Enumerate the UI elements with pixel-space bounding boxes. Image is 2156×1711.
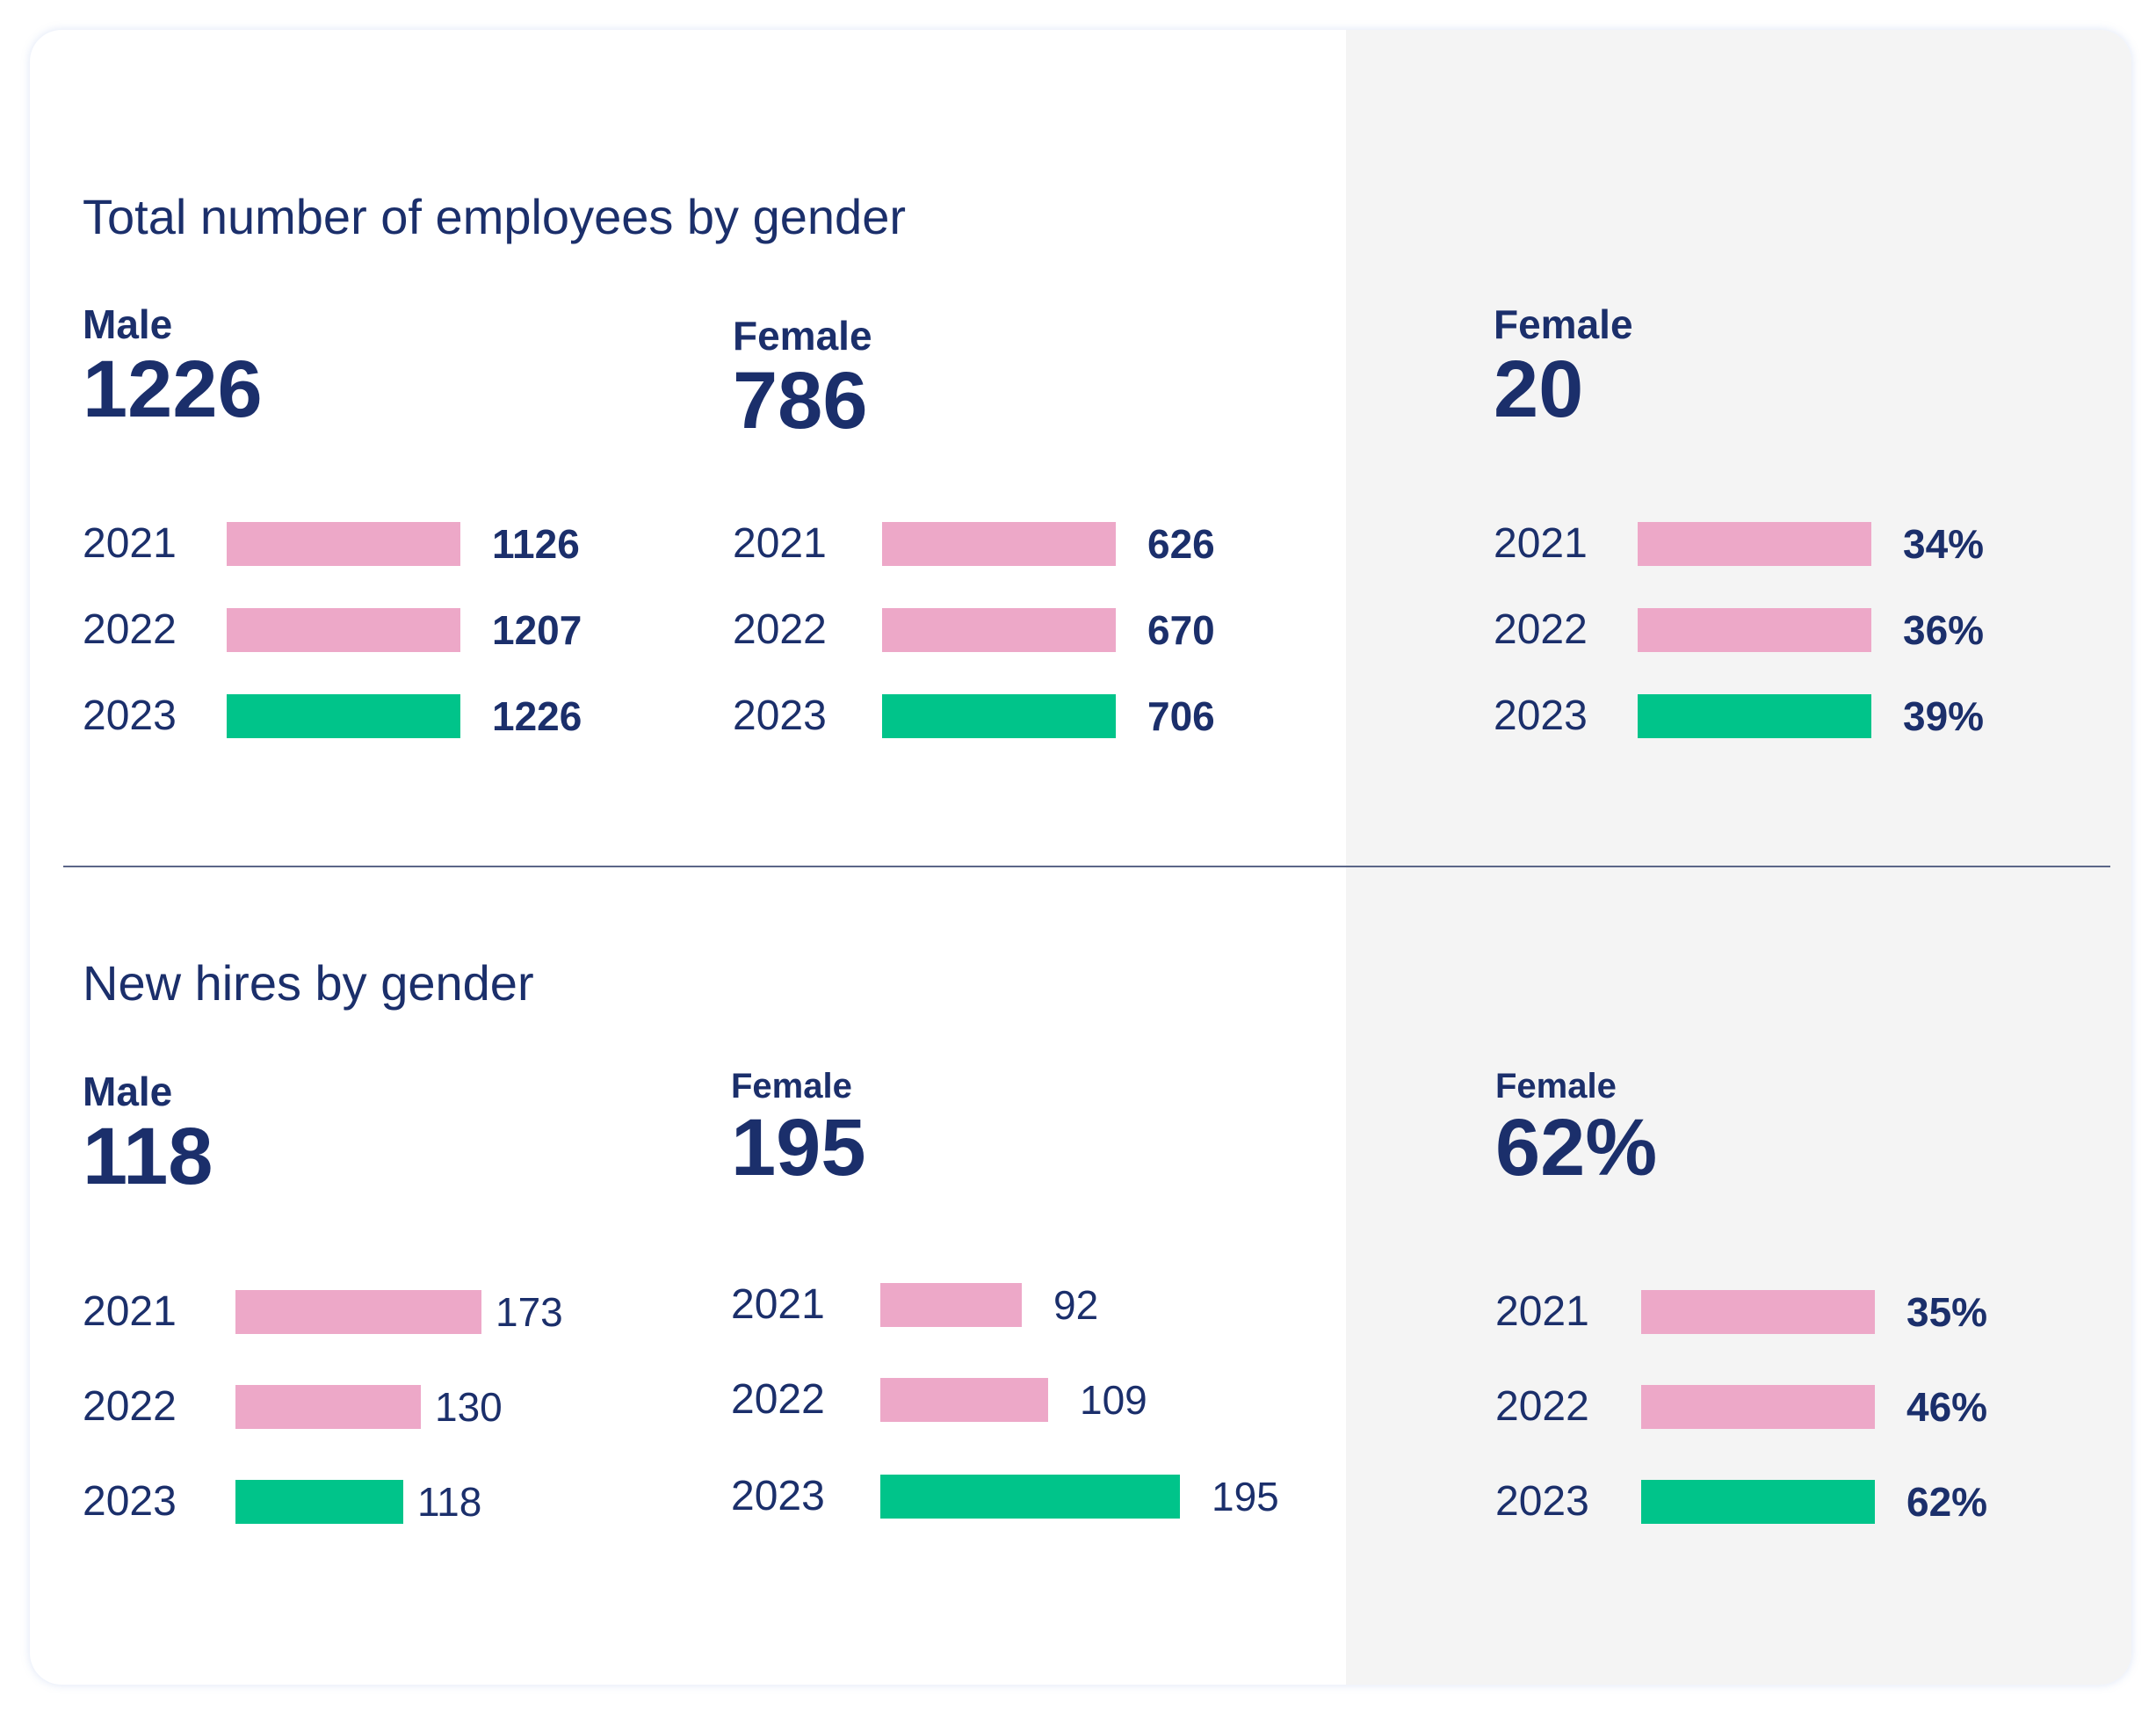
bar — [235, 1385, 421, 1429]
group-label: Male — [83, 301, 173, 347]
bar — [1641, 1480, 1875, 1524]
bar — [1638, 694, 1871, 738]
value-label: 670 — [1147, 607, 1215, 653]
value-label: 92 — [1053, 1282, 1099, 1328]
year-label: 2021 — [83, 520, 177, 567]
year-label: 2023 — [83, 692, 177, 739]
bar — [1641, 1290, 1875, 1334]
group-label: Female — [1495, 1067, 1617, 1106]
bar-row: 2023 39% — [1494, 694, 2056, 738]
group-label: Female — [1494, 301, 1633, 347]
bar — [227, 522, 460, 566]
bar-row: 2023 1226 — [83, 694, 645, 738]
value-label: 706 — [1147, 693, 1215, 739]
value-label: 62% — [1906, 1479, 1988, 1525]
group-label: Female — [733, 313, 872, 359]
year-label: 2022 — [731, 1376, 825, 1423]
group-total: 118 — [83, 1111, 213, 1201]
group-label: Female — [731, 1067, 852, 1106]
bar-row: 2022 670 — [733, 608, 1295, 652]
year-label: 2023 — [733, 692, 827, 739]
year-label: 2021 — [1494, 520, 1588, 567]
value-label: 34% — [1903, 521, 1985, 567]
group-female-hires: Female 195 — [731, 1067, 866, 1191]
bar-row: 2023 118 — [83, 1480, 645, 1524]
value-label: 130 — [435, 1384, 503, 1430]
bar — [882, 694, 1116, 738]
bar-row: 2023 706 — [733, 694, 1295, 738]
section-divider — [63, 866, 2110, 867]
section-title-new-hires: New hires by gender — [83, 955, 534, 1011]
value-label: 36% — [1903, 607, 1985, 653]
bar — [227, 608, 460, 652]
year-label: 2021 — [1495, 1288, 1589, 1335]
section-title-employees: Total number of employees by gender — [83, 189, 906, 244]
value-label: 195 — [1212, 1474, 1279, 1519]
group-total: 195 — [731, 1103, 866, 1193]
bar-row: 2022 109 — [731, 1378, 1293, 1422]
group-total: 1226 — [83, 344, 263, 434]
value-label: 1226 — [492, 693, 582, 739]
year-label: 2023 — [83, 1478, 177, 1525]
group-label: Male — [83, 1069, 173, 1114]
value-label: 39% — [1903, 693, 1985, 739]
year-label: 2021 — [733, 520, 827, 567]
value-label: 173 — [496, 1289, 563, 1335]
bar — [235, 1290, 481, 1334]
bar-row: 2021 1126 — [83, 522, 645, 566]
bar — [882, 522, 1116, 566]
bar — [880, 1378, 1048, 1422]
bar — [882, 608, 1116, 652]
bar — [1638, 608, 1871, 652]
value-label: 1207 — [492, 607, 582, 653]
group-female-employees: Female 786 — [733, 314, 872, 443]
year-label: 2021 — [83, 1288, 177, 1335]
year-label: 2023 — [1494, 692, 1588, 739]
bar — [227, 694, 460, 738]
group-total: 62% — [1495, 1103, 1658, 1193]
year-label: 2023 — [1495, 1478, 1589, 1525]
group-male-hires: Male 118 — [83, 1069, 213, 1199]
bar-row: 2021 92 — [731, 1283, 1293, 1327]
year-label: 2022 — [1494, 606, 1588, 653]
group-female-employees-share: Female 20 — [1494, 302, 1633, 431]
bar-row: 2022 36% — [1494, 608, 2056, 652]
year-label: 2022 — [83, 1383, 177, 1430]
bar-row: 2021 173 — [83, 1290, 645, 1334]
year-label: 2023 — [731, 1473, 825, 1519]
bar — [1638, 522, 1871, 566]
bar-row: 2023 62% — [1495, 1480, 2058, 1524]
stats-card: Total number of employees by gender Male… — [30, 30, 2131, 1685]
bar-row: 2023 195 — [731, 1475, 1293, 1519]
bar-row: 2021 35% — [1495, 1290, 2058, 1334]
bar — [235, 1480, 403, 1524]
value-label: 109 — [1080, 1377, 1147, 1423]
year-label: 2022 — [733, 606, 827, 653]
value-label: 46% — [1906, 1384, 1988, 1430]
bar-row: 2021 34% — [1494, 522, 2056, 566]
value-label: 626 — [1147, 521, 1215, 567]
year-label: 2022 — [1495, 1383, 1589, 1430]
group-total: 786 — [733, 355, 868, 446]
year-label: 2022 — [83, 606, 177, 653]
bar — [1641, 1385, 1875, 1429]
value-label: 1126 — [492, 521, 580, 567]
value-label: 118 — [417, 1479, 482, 1525]
group-female-hires-share: Female 62% — [1495, 1067, 1657, 1191]
bar-row: 2022 1207 — [83, 608, 645, 652]
bar — [880, 1475, 1180, 1519]
bar-row: 2022 46% — [1495, 1385, 2058, 1429]
bar — [880, 1283, 1022, 1327]
group-male-employees: Male 1226 — [83, 302, 263, 431]
year-label: 2021 — [731, 1281, 825, 1328]
value-label: 35% — [1906, 1289, 1988, 1335]
bar-row: 2022 130 — [83, 1385, 645, 1429]
ratio-panel — [1346, 30, 2131, 1685]
group-total: 20 — [1494, 344, 1584, 434]
bar-row: 2021 626 — [733, 522, 1295, 566]
